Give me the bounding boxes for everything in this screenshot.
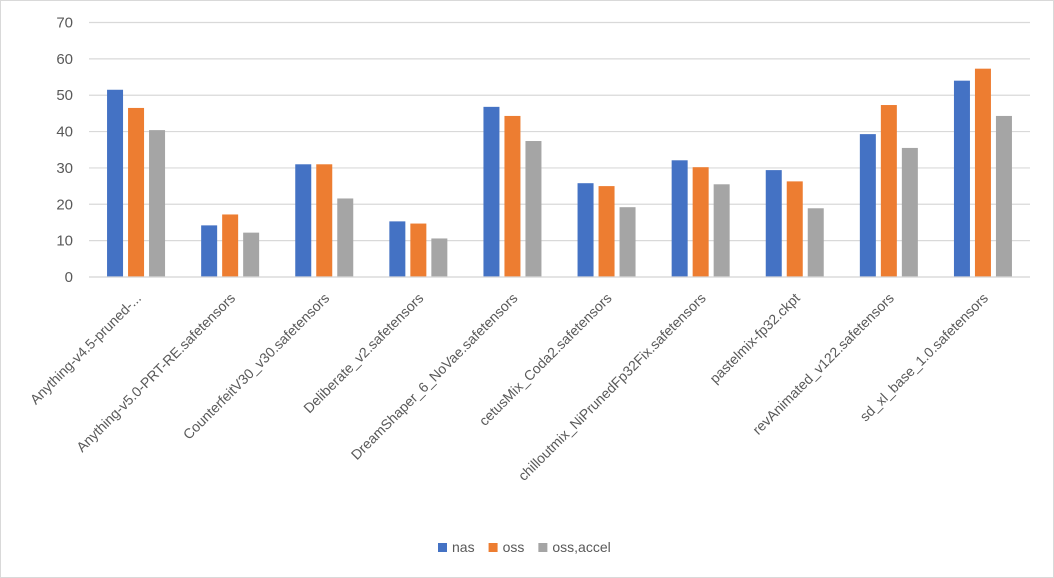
legend-label: oss,accel xyxy=(552,539,610,555)
legend-label: oss xyxy=(503,539,525,555)
x-tick-label: chilloutmix_NiPrunedFp32Fix.safetensors xyxy=(515,290,709,484)
bar-oss-accel xyxy=(337,198,354,277)
bar-oss-accel xyxy=(901,147,918,277)
bar-nas xyxy=(577,183,594,277)
y-tick-label: 10 xyxy=(56,233,73,250)
bar-nas xyxy=(953,80,970,278)
bar-nas xyxy=(107,89,124,277)
bar-oss xyxy=(410,223,427,277)
legend-label: nas xyxy=(452,539,475,555)
x-tick-label: CounterfeitV30_v30.safetensors xyxy=(180,290,333,443)
bar-oss-accel xyxy=(431,238,448,277)
bar-oss xyxy=(128,107,145,277)
bar-oss-accel xyxy=(149,130,166,277)
x-tick-label: Anything-v5.0-PRT-RE.safetensors xyxy=(73,290,238,455)
bar-oss xyxy=(222,214,239,277)
bar-nas xyxy=(859,134,876,277)
bar-oss-accel xyxy=(807,208,824,277)
bar-oss xyxy=(692,167,709,277)
legend-swatch xyxy=(488,543,498,552)
bar-oss-accel xyxy=(243,232,260,277)
y-tick-label: 0 xyxy=(65,269,73,286)
bar-oss-accel xyxy=(995,115,1012,277)
bar-oss xyxy=(880,105,897,277)
y-tick-label: 50 xyxy=(56,87,73,104)
bar-nas xyxy=(201,225,218,277)
bar-oss xyxy=(316,164,333,277)
x-tick-label: DreamShaper_6_NoVae.safetensors xyxy=(348,290,521,463)
bar-nas xyxy=(389,221,406,277)
legend-swatch xyxy=(538,543,548,552)
bar-nas xyxy=(671,160,688,277)
y-tick-label: 60 xyxy=(56,51,73,68)
y-tick-label: 30 xyxy=(56,160,73,177)
bar-oss-accel xyxy=(525,141,542,277)
bar-oss xyxy=(974,68,991,277)
y-tick-label: 20 xyxy=(56,196,73,213)
x-tick-label: pastelmix-fp32.ckpt xyxy=(706,290,803,387)
bar-nas xyxy=(765,170,782,277)
bar-nas xyxy=(483,106,500,277)
legend-swatch xyxy=(438,543,447,552)
bar-oss-accel xyxy=(713,184,730,277)
bar-oss xyxy=(598,186,615,277)
bar-oss-accel xyxy=(619,207,636,277)
bar-nas xyxy=(295,164,312,277)
y-tick-label: 70 xyxy=(56,15,73,32)
y-tick-label: 40 xyxy=(56,124,73,141)
bar-oss xyxy=(786,181,803,277)
bar-oss xyxy=(504,115,521,277)
